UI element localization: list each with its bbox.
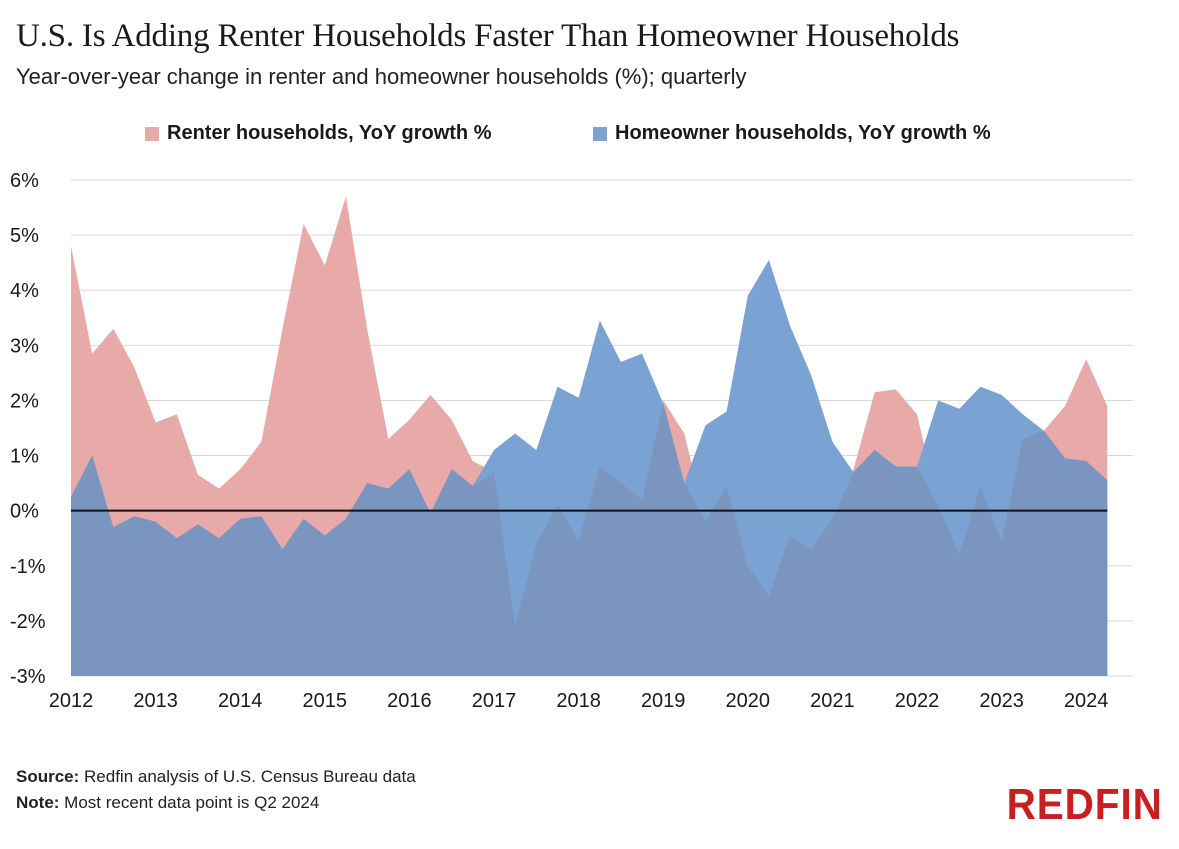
legend-label-homeowner: Homeowner households, YoY growth % [615, 122, 991, 144]
chart-legend: Renter households, YoY growth % Homeowne… [0, 122, 1179, 152]
x-tick-label: 2023 [979, 690, 1024, 712]
note-label: Note: [16, 793, 60, 812]
x-tick-label: 2021 [810, 690, 855, 712]
legend-item-renter: Renter households, YoY growth % [145, 122, 491, 145]
y-tick-label: -1% [10, 556, 46, 578]
area-chart: -3% -2% -1% 0% 1% 2% 3% 4% 5% 6% 2012 2013 2014 2015 2… [10, 170, 1133, 712]
redfin-logo: REDFIN [1006, 780, 1163, 829]
x-tick-label: 2014 [218, 690, 263, 712]
x-tick-label: 2013 [133, 690, 178, 712]
legend-swatch-homeowner [593, 126, 607, 141]
y-tick-label: 2% [10, 390, 39, 412]
x-tick-label: 2015 [303, 690, 348, 712]
data-note: Note: Most recent data point is Q2 2024 [16, 793, 319, 813]
x-tick-label: 2017 [472, 690, 517, 712]
y-tick-label: 3% [10, 335, 39, 357]
chart-subtitle: Year-over-year change in renter and home… [16, 64, 747, 89]
y-tick-label: 0% [10, 501, 39, 523]
chart-title: U.S. Is Adding Renter Households Faster … [16, 18, 960, 54]
y-tick-label: 5% [10, 225, 39, 247]
y-tick-label: -3% [10, 666, 46, 688]
source-label: Source: [16, 767, 80, 786]
source-note: Source: Redfin analysis of U.S. Census B… [16, 767, 416, 787]
y-tick-label: -2% [10, 611, 46, 633]
x-tick-label: 2020 [726, 690, 771, 712]
y-tick-label: 4% [10, 280, 39, 302]
x-tick-label: 2024 [1064, 690, 1109, 712]
x-tick-label: 2022 [895, 690, 940, 712]
source-text: Redfin analysis of U.S. Census Bureau da… [79, 767, 416, 786]
x-tick-label: 2018 [556, 690, 601, 712]
legend-item-homeowner: Homeowner households, YoY growth % [593, 122, 991, 145]
legend-swatch-renter [145, 126, 159, 141]
y-tick-label: 6% [10, 170, 39, 192]
x-tick-label: 2019 [641, 690, 686, 712]
overlap-area [71, 403, 1108, 676]
legend-label-renter: Renter households, YoY growth % [167, 122, 492, 144]
x-tick-label: 2012 [49, 690, 94, 712]
note-text: Most recent data point is Q2 2024 [59, 793, 320, 812]
y-tick-label: 1% [10, 446, 39, 468]
x-tick-label: 2016 [387, 690, 432, 712]
